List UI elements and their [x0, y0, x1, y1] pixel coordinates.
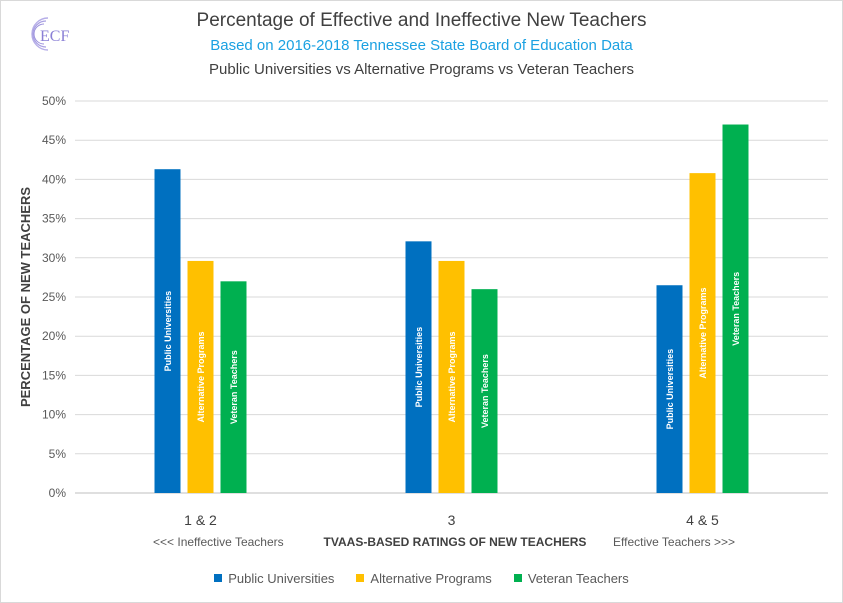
chart-subtitle: Based on 2016-2018 Tennessee State Board… [210, 37, 633, 54]
bar [656, 285, 683, 493]
bar-data-label: Alternative Programs [196, 331, 206, 422]
y-tick-label: 30% [42, 251, 66, 265]
y-axis-title: PERCENTAGE OF NEW TEACHERS [18, 187, 33, 407]
x-tick-label: 3 [448, 512, 456, 528]
y-tick-label: 25% [42, 290, 66, 304]
x-tick-label: 4 & 5 [686, 512, 719, 528]
bar [438, 260, 465, 493]
x-axis-hint-left: <<< Ineffective Teachers [153, 535, 284, 549]
bar [722, 124, 749, 494]
y-tick-label: 45% [42, 133, 66, 147]
bar [154, 169, 181, 493]
chart-legend: Public Universities Alternative Programs V… [0, 571, 843, 586]
x-tick-label: 1 & 2 [184, 512, 217, 528]
x-axis-title: TVAAS-BASED RATINGS OF NEW TEACHERS [324, 535, 587, 549]
ecf-logo: ECF [31, 17, 69, 51]
bar-data-label: Alternative Programs [698, 288, 708, 379]
bar-data-label: Veteran Teachers [229, 350, 239, 424]
legend-item: Veteran Teachers [513, 571, 629, 586]
bar [405, 241, 432, 493]
y-tick-label: 50% [42, 94, 66, 108]
y-tick-label: 10% [42, 408, 66, 422]
legend-label: Alternative Programs [370, 571, 492, 586]
y-tick-label: 15% [42, 368, 66, 382]
y-tick-label: 5% [49, 447, 67, 461]
bar-data-label: Veteran Teachers [480, 354, 490, 428]
legend-label: Public Universities [228, 571, 335, 586]
y-tick-label: 0% [49, 486, 67, 500]
bar-data-label: Public Universities [163, 291, 173, 372]
bar [471, 289, 498, 493]
bar [689, 173, 716, 494]
bar-data-label: Veteran Teachers [731, 272, 741, 346]
y-tick-label: 35% [42, 212, 66, 226]
y-tick-label: 40% [42, 172, 66, 186]
bar [187, 260, 214, 493]
legend-item: Alternative Programs [356, 571, 492, 586]
bar-data-label: Public Universities [414, 327, 424, 408]
legend-swatch [513, 574, 522, 582]
chart-subtitle-2: Public Universities vs Alternative Progr… [209, 61, 634, 78]
chart-title: Percentage of Effective and Ineffective … [196, 10, 647, 31]
legend-swatch [214, 574, 223, 582]
y-tick-label: 20% [42, 329, 66, 343]
legend-label: Veteran Teachers [527, 571, 629, 586]
legend-swatch [356, 574, 365, 582]
bar-data-label: Alternative Programs [447, 331, 457, 422]
logo-text: ECF [40, 28, 69, 45]
x-axis-hint-right: Effective Teachers >>> [613, 535, 735, 549]
bar [220, 281, 247, 493]
bar-data-label: Public Universities [665, 349, 675, 430]
legend-item: Public Universities [214, 571, 334, 586]
